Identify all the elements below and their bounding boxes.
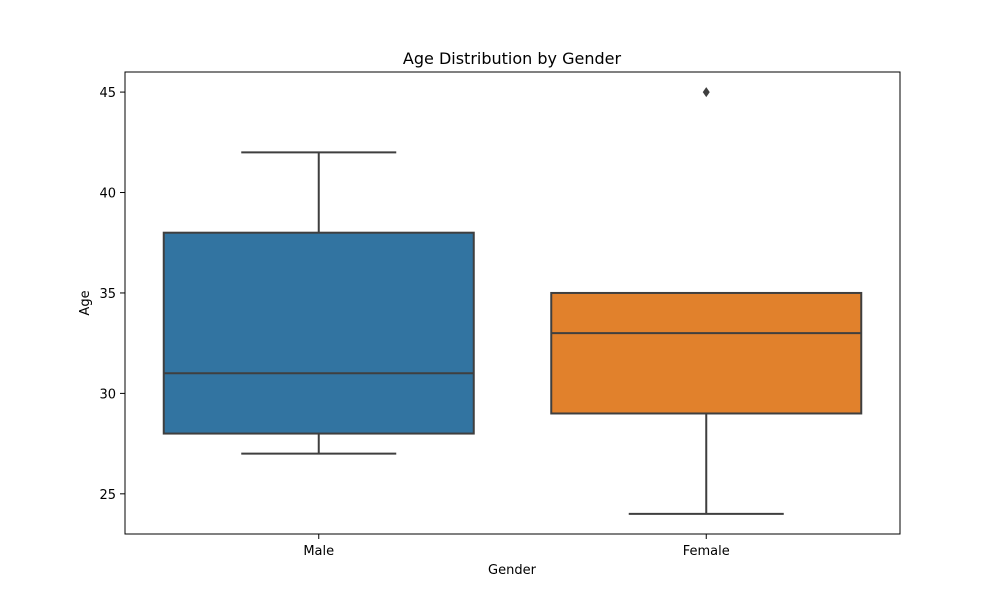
x-tick-label: Female — [683, 544, 730, 559]
y-tick-label: 25 — [99, 488, 116, 503]
box-female — [550, 87, 863, 515]
x-axis: Male Female — [303, 534, 730, 559]
y-axis: 25 30 35 40 45 — [99, 86, 125, 503]
x-axis-label: Gender — [488, 563, 537, 578]
y-tick-label: 35 — [99, 287, 116, 302]
y-tick-label: 40 — [99, 187, 116, 202]
iqr-box — [162, 231, 475, 435]
box-male — [162, 151, 475, 455]
plot-area — [162, 87, 863, 515]
y-axis-label: Age — [78, 290, 93, 315]
chart-title: Age Distribution by Gender — [403, 49, 622, 68]
y-tick-label: 30 — [99, 387, 116, 402]
plot-frame — [124, 71, 901, 535]
x-tick-label: Male — [303, 544, 334, 559]
iqr-box — [550, 291, 863, 415]
y-tick-label: 45 — [99, 86, 116, 101]
outlier-point — [702, 87, 710, 98]
